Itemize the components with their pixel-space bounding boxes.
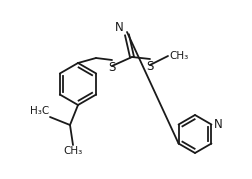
Text: S: S — [146, 60, 153, 73]
Text: S: S — [108, 61, 115, 74]
Text: CH₃: CH₃ — [168, 51, 187, 61]
Text: N: N — [213, 118, 221, 131]
Text: CH₃: CH₃ — [63, 146, 82, 156]
Text: H₃C: H₃C — [30, 106, 49, 116]
Text: N: N — [115, 21, 123, 34]
